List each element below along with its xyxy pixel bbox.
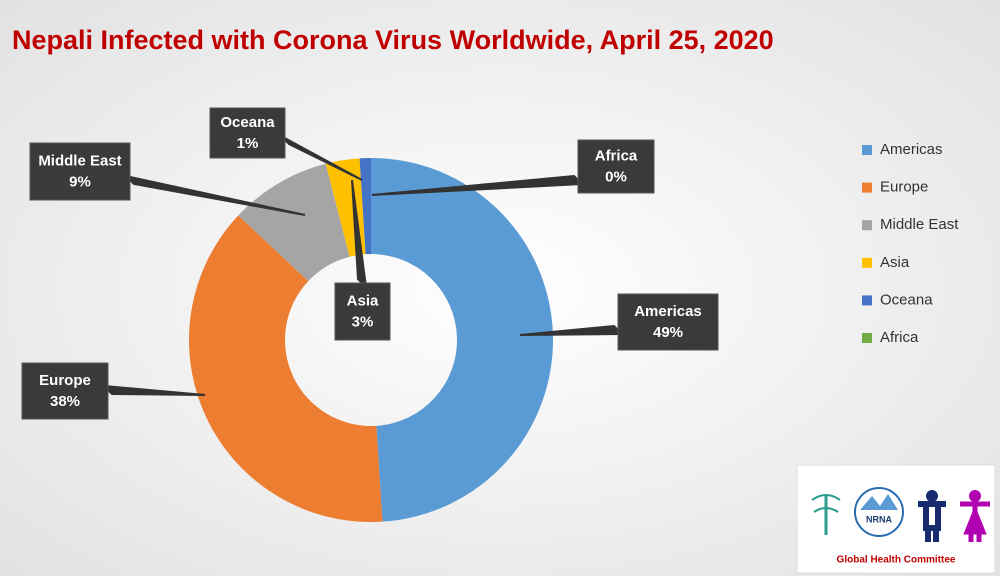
data-label: 9% — [69, 173, 91, 190]
slice — [359, 158, 371, 255]
logo-badge: NRNA — [866, 514, 892, 524]
legend-swatch — [862, 333, 872, 343]
legend-label: Europe — [880, 179, 928, 196]
label-category: Europe — [39, 372, 91, 389]
label-category: Africa — [595, 147, 638, 164]
data-label: 3% — [352, 313, 374, 330]
legend-label: Oceana — [880, 291, 933, 308]
label-box — [334, 282, 391, 341]
label-box — [577, 139, 655, 194]
logo-caption: Global Health Committee — [837, 555, 956, 566]
mountains — [860, 494, 898, 510]
caduceus-wings — [811, 494, 841, 513]
figure2-head — [969, 490, 981, 502]
label-box — [29, 142, 131, 201]
legend-swatch — [862, 182, 872, 193]
legend-label: Africa — [880, 329, 919, 346]
legend-label: Middle East — [880, 216, 959, 233]
figure-head — [926, 490, 938, 502]
legend-swatch — [862, 257, 872, 268]
chart-title: Nepali Infected with Corona Virus Worldw… — [12, 25, 774, 55]
slice — [371, 158, 554, 522]
legend-swatch — [862, 145, 872, 155]
legend-swatch — [862, 220, 872, 231]
figure-body — [918, 501, 946, 542]
slice — [189, 215, 383, 523]
legend-label: Asia — [880, 254, 910, 271]
label-box — [617, 293, 719, 351]
legend-swatch — [862, 295, 872, 306]
data-label: 1% — [237, 135, 259, 152]
label-box — [209, 107, 286, 159]
label-box — [21, 362, 109, 420]
nrna-emblem — [854, 487, 904, 537]
slice — [238, 163, 350, 282]
label-category: Middle East — [38, 152, 121, 169]
label-category: Asia — [347, 292, 379, 309]
figure2-body — [960, 501, 990, 542]
data-label: 38% — [50, 393, 80, 410]
logo: NRNA Global Health Committee — [796, 464, 996, 574]
label-category: Oceana — [220, 114, 275, 131]
data-label: 0% — [605, 168, 627, 185]
label-category: Americas — [634, 303, 702, 320]
data-label: 49% — [653, 324, 683, 341]
legend-label: Americas — [880, 141, 943, 158]
